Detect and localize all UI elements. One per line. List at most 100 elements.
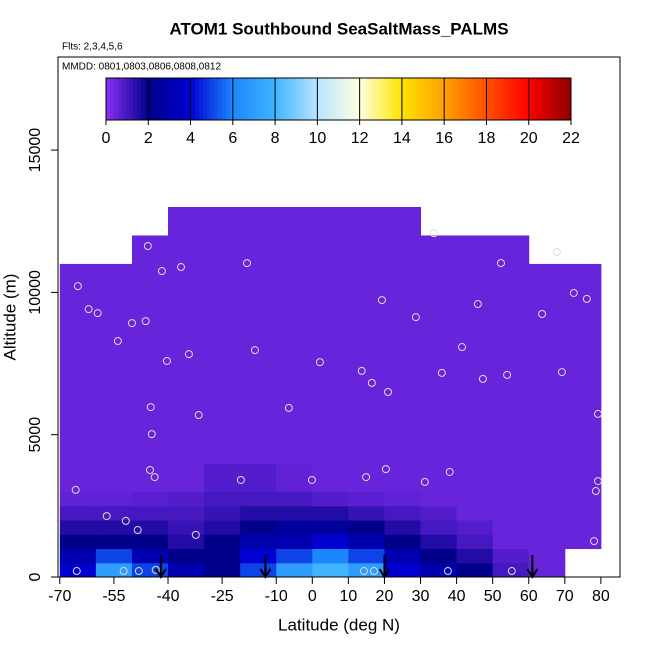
heat-cell [492, 292, 530, 350]
heat-cell [348, 491, 385, 507]
y-axis-label: Altitude (m) [0, 274, 19, 361]
heat-cell [528, 349, 566, 407]
colorbar-strip [311, 78, 316, 120]
heat-cell [240, 562, 277, 578]
heat-cell [240, 520, 277, 535]
heat-cell [204, 235, 241, 265]
colorbar-strip [195, 78, 200, 120]
heat-cell [312, 505, 349, 521]
colorbar-strip [129, 78, 134, 120]
colorbar-strip [512, 78, 518, 120]
heat-cell [204, 263, 241, 293]
colorbar-strip [199, 78, 204, 120]
colorbar-strip [443, 78, 448, 120]
heat-cell [168, 562, 205, 578]
heat-cell [240, 463, 277, 493]
colorbar-strip [253, 78, 258, 120]
heat-cell [312, 406, 349, 464]
heat-cell [456, 463, 494, 493]
colorbar-strip [551, 78, 556, 120]
heat-cell [384, 292, 422, 350]
plot-frame [57, 56, 621, 578]
colorbar-strip [563, 78, 568, 120]
sample-point [84, 305, 93, 314]
colorbar-strip [307, 78, 312, 120]
heat-cell [131, 520, 169, 535]
sample-point [569, 288, 578, 297]
sample-point [362, 473, 371, 482]
colorbar-strip [160, 78, 165, 120]
colorbar-strip [505, 78, 510, 120]
colorbar-strip [470, 78, 475, 120]
heat-cell [420, 263, 458, 293]
colorbar-strip [187, 78, 192, 120]
colorbar-strip [210, 78, 215, 120]
heat-cell [240, 491, 277, 507]
colorbar-strip [489, 78, 494, 120]
colorbar-strip [148, 78, 153, 120]
heat-cell [59, 520, 97, 535]
heat-cell [276, 562, 313, 578]
sample-point [133, 526, 142, 535]
colorbar-strip [474, 78, 479, 120]
heat-cell [312, 491, 349, 507]
colorbar-strip [137, 78, 142, 120]
sample-point [194, 411, 203, 420]
heat-cell [528, 562, 566, 578]
colorbar-strip [117, 78, 122, 120]
heat-cell [348, 206, 385, 236]
sample-point [503, 370, 512, 379]
colorbar-strip [264, 78, 270, 120]
heat-cell [384, 235, 422, 265]
colorbar-strip [303, 78, 308, 120]
y-tick-label: 10000 [27, 270, 44, 315]
dates-note: MMDD: 0801,0803,0806,0808,0812 [62, 62, 221, 73]
colorbar-strip [532, 78, 537, 120]
heat-cell [131, 534, 169, 550]
heat-cell [204, 491, 241, 507]
heat-cell [131, 505, 169, 521]
colorbar-strip [555, 78, 560, 120]
colorbar-strip [520, 78, 525, 120]
heat-cell [168, 235, 205, 265]
heat-cell [131, 292, 169, 350]
heat-cell [492, 235, 530, 265]
heat-cell [456, 491, 494, 507]
sample-point [151, 565, 160, 574]
colorbar-strip [540, 78, 545, 120]
colorbar-strip [373, 78, 378, 120]
colorbar-strip [133, 78, 138, 120]
x-tick-label: -55 [102, 588, 125, 605]
heat-cell [420, 548, 458, 564]
heat-cell [384, 206, 422, 236]
colorbar-strip [121, 78, 126, 120]
sample-point [73, 282, 82, 291]
heat-cell [564, 520, 602, 535]
colorbar-strip [179, 78, 184, 120]
sample-point [443, 567, 452, 576]
heat-cell [456, 534, 494, 550]
heat-cell [528, 406, 566, 464]
x-tick-label: 70 [556, 588, 574, 605]
heat-cell [204, 206, 241, 236]
colorbar-strip [392, 78, 398, 120]
heat-cell [384, 263, 422, 293]
heat-cell [456, 292, 494, 350]
heat-cell [528, 491, 566, 507]
sample-point [102, 512, 111, 521]
heat-cell [312, 463, 349, 493]
colorbar-strip [299, 78, 305, 120]
heat-cell [204, 406, 241, 464]
heat-cell [348, 235, 385, 265]
colorbar-strip [144, 78, 150, 120]
heat-cell [276, 235, 313, 265]
sample-point [141, 317, 150, 326]
sample-point [157, 267, 166, 276]
sample-point [411, 313, 420, 322]
heat-cell [240, 206, 277, 236]
colorbar-strip [202, 78, 208, 120]
heat-cell [420, 292, 458, 350]
heat-cell [528, 534, 566, 550]
heat-cell [168, 505, 205, 521]
